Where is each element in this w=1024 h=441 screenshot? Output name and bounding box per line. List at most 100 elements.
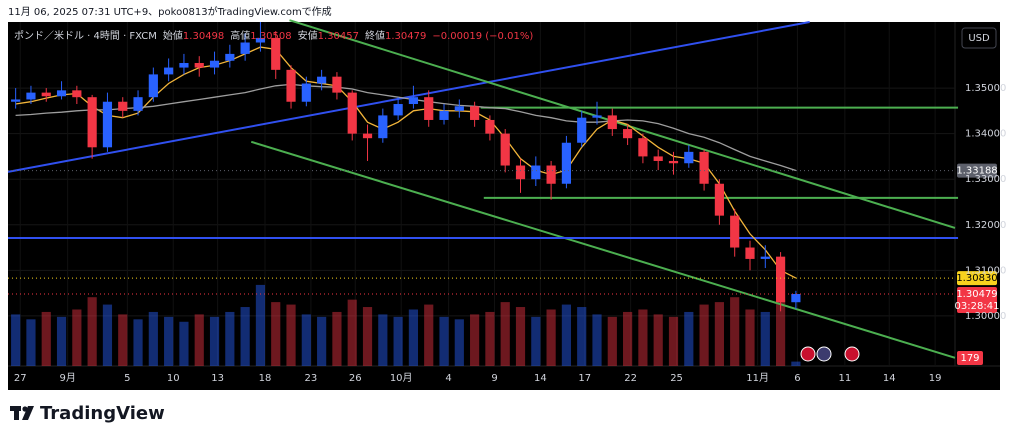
candle-body xyxy=(745,247,755,259)
volume-bar xyxy=(378,314,388,366)
legend-name: 高値 xyxy=(230,29,250,42)
candle-body xyxy=(515,165,526,180)
volume-bar xyxy=(11,314,21,366)
y-tick-label: 1.35000 xyxy=(965,83,1006,94)
candle-body xyxy=(561,142,571,184)
y-tick-label: 1.33000 xyxy=(965,174,1006,185)
logo-part xyxy=(22,406,34,420)
legend-value: 1.30508 xyxy=(250,31,291,42)
legend-name: 安値 xyxy=(298,29,318,42)
volume-bar xyxy=(317,316,327,366)
price-label-box xyxy=(957,271,997,286)
candle-body xyxy=(194,63,204,68)
x-tick-label: 22 xyxy=(624,373,637,384)
currency[interactable]: USD xyxy=(968,33,990,44)
volume-bar xyxy=(730,297,740,366)
volume-bar xyxy=(240,307,250,366)
x-tick-label: 6 xyxy=(794,373,800,384)
brand-logo xyxy=(10,406,34,420)
volume-bar xyxy=(301,314,311,366)
candle-body xyxy=(102,101,113,148)
x-tick-label: 23 xyxy=(305,373,318,384)
volume-bar xyxy=(470,314,480,366)
volume-bar xyxy=(623,311,633,366)
volume-bar xyxy=(102,304,113,366)
volume-bar xyxy=(56,316,67,366)
volume-bar xyxy=(546,309,556,366)
volume-bar xyxy=(164,316,174,366)
volume-bar xyxy=(72,309,82,366)
candle-body xyxy=(531,165,541,180)
candle-body xyxy=(56,90,67,97)
candle-body xyxy=(485,119,495,134)
candle-body xyxy=(240,42,250,54)
price-label-box xyxy=(957,163,997,178)
volume-bar xyxy=(225,311,235,366)
price-label-box xyxy=(957,287,997,314)
volume-bar xyxy=(179,321,189,366)
candle-body xyxy=(653,156,663,161)
x-tick-label: 27 xyxy=(14,373,27,384)
candle-body xyxy=(470,106,480,120)
volume-bar xyxy=(668,316,679,366)
volume-bar xyxy=(133,319,143,366)
currency-button[interactable] xyxy=(961,27,997,49)
candle-body xyxy=(439,110,449,120)
x-tick-label: 14 xyxy=(534,373,547,384)
volume-bar xyxy=(500,302,510,366)
candle-body xyxy=(424,97,434,120)
candle-body xyxy=(378,115,388,139)
volume-bar xyxy=(347,299,357,366)
candle-body xyxy=(347,92,357,134)
legend-symbol: ポンド／米ドル · 4時間 · FXCM xyxy=(14,29,157,42)
candle-body xyxy=(26,92,36,100)
candle-body xyxy=(179,63,189,68)
volume-bar xyxy=(87,297,97,366)
candle-body xyxy=(699,151,709,184)
countdown: 03:28:41 xyxy=(955,301,1000,312)
volume-bar xyxy=(118,314,128,366)
overlay: 1.331881.308301.3047903:28:41179ポンド／米ドル … xyxy=(14,29,999,365)
legend-change: −0.00019 (−0.01%) xyxy=(432,31,533,42)
legend-value: 1.30498 xyxy=(183,31,224,42)
volume-bar xyxy=(714,302,724,366)
brand: TradingView xyxy=(40,403,165,424)
candle-body xyxy=(118,101,128,111)
flag-icon[interactable] xyxy=(816,346,832,362)
flag-icon[interactable] xyxy=(800,346,816,362)
candle-body xyxy=(11,99,21,102)
moving-average xyxy=(15,46,797,279)
volume-bar xyxy=(424,304,434,366)
candle-body xyxy=(760,256,770,259)
candle-body xyxy=(623,129,633,139)
x-tick-label: 10 xyxy=(167,373,180,384)
candle-body xyxy=(148,74,158,98)
candle-body xyxy=(638,138,648,157)
volume-bar xyxy=(561,304,571,366)
candle-body xyxy=(592,115,602,118)
x-tick-label: 4 xyxy=(445,373,451,384)
x-tick-label: 25 xyxy=(670,373,683,384)
volume-bar xyxy=(577,307,587,366)
candle-body xyxy=(87,97,97,148)
volume-bar xyxy=(607,316,617,366)
candle-body xyxy=(209,60,220,68)
volume-label: 179 xyxy=(960,353,979,364)
volume-bar xyxy=(271,302,281,366)
volume-bar xyxy=(531,316,541,366)
candle-body xyxy=(255,37,266,43)
candle-body xyxy=(454,106,464,111)
volume-bar xyxy=(745,309,755,366)
candle-body xyxy=(393,104,403,116)
volume-bar xyxy=(776,299,786,366)
event-icons xyxy=(800,346,860,362)
legend-name: 終値 xyxy=(365,29,385,42)
volume-bar xyxy=(148,311,158,366)
legend-value: 1.30479 xyxy=(385,31,426,42)
flag-icon[interactable] xyxy=(844,346,860,362)
x-tick-label: 10月 xyxy=(390,372,413,384)
x-tick-label: 19 xyxy=(929,373,942,384)
candle-body xyxy=(714,183,724,216)
